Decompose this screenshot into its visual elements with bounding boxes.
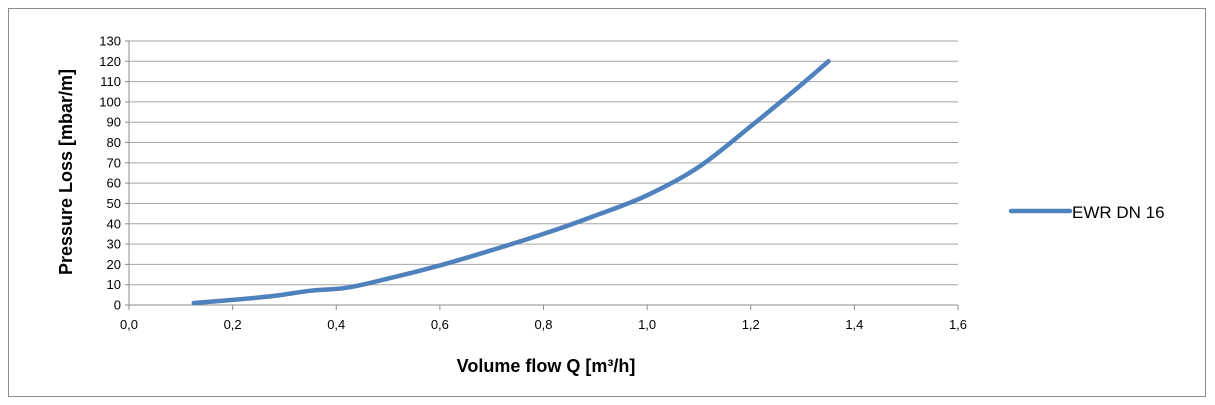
series-lines (191, 59, 831, 306)
y-tick-label: 100 (99, 94, 121, 109)
y-tick-label: 50 (107, 196, 121, 211)
y-tick-label: 0 (114, 298, 121, 313)
legend-label: EWR DN 16 (1072, 203, 1165, 222)
x-tick-label: 1,2 (742, 317, 760, 332)
x-tick-label: 1,6 (949, 317, 967, 332)
y-tick-label: 130 (99, 34, 121, 49)
x-tick-label: 0,4 (327, 317, 345, 332)
x-tick-label: 1,4 (845, 317, 863, 332)
chart-frame (8, 8, 1206, 397)
legend: EWR DN 16 (1008, 203, 1165, 222)
x-tick-label: 0,0 (120, 317, 138, 332)
y-tick-label: 80 (107, 135, 121, 150)
x-tick-label: 0,6 (431, 317, 449, 332)
x-tick-labels: 0,0 0,2 0,4 0,6 0,8 1,0 1,2 1,4 1,6 (120, 305, 967, 332)
y-tick-label: 40 (107, 216, 121, 231)
y-tick-label: 60 (107, 176, 121, 191)
y-tick-label: 110 (100, 74, 121, 89)
y-tick-label: 90 (107, 115, 121, 130)
x-tick-label: 0,8 (534, 317, 552, 332)
series-line-ewr-dn-16 (191, 59, 831, 306)
y-tick-label: 20 (107, 257, 121, 272)
y-tick-label: 70 (107, 155, 121, 170)
y-tick-labels: 0 10 20 30 40 50 60 70 80 90 100 110 120 130 (99, 34, 129, 313)
x-axis-title: Volume flow Q [m³/h] (457, 356, 636, 376)
y-tick-label: 30 (107, 237, 121, 252)
gridlines (129, 40, 958, 286)
x-tick-label: 0,2 (224, 317, 242, 332)
y-axis-title: Pressure Loss [mbar/m] (56, 69, 76, 275)
y-tick-label: 10 (107, 277, 121, 292)
y-tick-label: 120 (99, 54, 121, 69)
x-tick-label: 1,0 (638, 317, 656, 332)
axes (128, 41, 958, 306)
